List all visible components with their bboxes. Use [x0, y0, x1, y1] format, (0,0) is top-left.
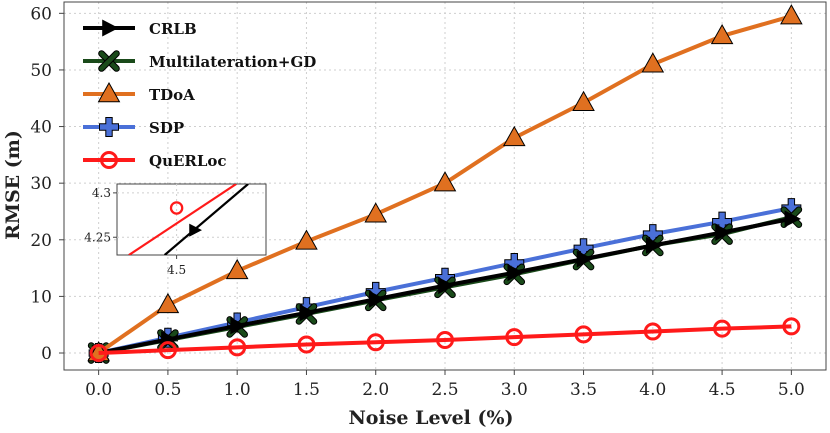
data-point-tdoa: [433, 171, 457, 192]
data-point-querloc: [574, 325, 593, 344]
data-point-tdoa: [225, 258, 249, 280]
data-point-querloc: [297, 335, 316, 354]
inset-y-tick-label: 4.3: [92, 186, 111, 200]
data-point-querloc: [228, 338, 247, 357]
y-tick-label: 50: [30, 61, 52, 81]
y-tick-label: 10: [30, 287, 52, 307]
data-point-tdoa: [156, 292, 180, 314]
data-point-crlb: [507, 264, 524, 282]
series-line-querloc: [98, 324, 792, 356]
inset-zoom: 4.5 4.25 4.3: [84, 183, 267, 277]
legend-label: Multilateration+GD: [149, 53, 316, 71]
x-tick-label: 4.0: [639, 380, 666, 400]
legend-label: CRLB: [149, 20, 197, 38]
legend-label: QuERLoc: [149, 152, 227, 170]
x-tick-label: 0.0: [85, 380, 112, 400]
legend-item-querloc: QuERLoc: [83, 151, 227, 170]
x-axis-label: Noise Level (%): [348, 407, 513, 429]
data-point-tdoa: [364, 202, 388, 223]
legend-marker: [98, 50, 120, 72]
data-point-querloc: [643, 322, 662, 341]
x-tick-label: 0.5: [154, 380, 181, 400]
y-tick-label: 30: [30, 174, 52, 194]
data-point-tdoa: [710, 23, 734, 45]
data-point-querloc: [782, 317, 801, 336]
legend-marker: [102, 19, 119, 37]
y-axis-label: RMSE (m): [2, 130, 24, 240]
inset-point-querloc: [169, 201, 184, 215]
data-point-tdoa: [641, 52, 665, 73]
x-tick-label: 1.5: [293, 380, 320, 400]
y-tick-label: 20: [30, 231, 52, 251]
inset-line-crlb: [163, 184, 249, 255]
x-tick-label: 5.0: [778, 380, 805, 400]
data-point-crlb: [299, 304, 317, 322]
legend-marker: [97, 81, 121, 103]
data-point-tdoa: [572, 90, 595, 111]
plot-area: 0.0 0.5 1.0 1.5 2.0 2.5 3.0 3.5 4.0 4.5 5.0 0 10 20 30…: [30, 1, 827, 400]
legend-item-crlb: CRLB: [83, 19, 197, 38]
data-point-querloc: [366, 333, 385, 352]
legend-item-tdoa: TDoA: [83, 81, 195, 104]
inset-frame: [116, 183, 267, 256]
x-tick-label: 2.5: [431, 380, 458, 400]
y-tick-label: 0: [41, 344, 52, 364]
data-point-crlb: [576, 250, 594, 268]
x-tick-label: 3.5: [570, 380, 597, 400]
x-tick-label: 3.0: [501, 380, 528, 400]
data-point-crlb: [368, 290, 386, 308]
data-point-crlb: [230, 317, 247, 335]
data-point-tdoa: [780, 4, 803, 25]
data-point-crlb: [438, 277, 455, 295]
data-point-querloc: [158, 341, 177, 360]
y-tick-label: 60: [30, 4, 52, 24]
inset-y-tick-label: 4.25: [84, 230, 111, 244]
data-point-crlb: [784, 210, 802, 228]
data-point-crlb: [646, 236, 663, 254]
series-crlb: [91, 210, 802, 362]
legend-marker: [99, 117, 119, 137]
data-point-tdoa: [295, 229, 318, 250]
series-querloc: [89, 317, 801, 363]
data-point-querloc: [713, 319, 732, 338]
inset-point-crlb: [189, 223, 202, 237]
legend: CRLB Multilateration+GD TDoA SDP QuERLoc: [83, 19, 316, 170]
y-tick-label: 40: [30, 118, 52, 138]
x-tick-label: 2.0: [362, 380, 389, 400]
x-tick-label: 1.0: [224, 380, 251, 400]
data-point-querloc: [436, 330, 454, 349]
legend-label: SDP: [149, 119, 184, 137]
legend-item-multilateration-gd: Multilateration+GD: [83, 50, 316, 72]
legend-label: TDoA: [149, 86, 195, 104]
inset-content: [128, 184, 249, 255]
inset-x-tick-label: 4.5: [167, 263, 186, 277]
x-tick-label: 4.5: [709, 380, 736, 400]
data-point-querloc: [505, 328, 524, 347]
data-point-tdoa: [502, 125, 526, 147]
data-point-crlb: [715, 223, 732, 241]
inset-line-querloc: [128, 184, 237, 255]
legend-item-sdp: SDP: [83, 117, 184, 137]
data-point-querloc: [89, 344, 108, 363]
legend-marker: [100, 151, 118, 169]
